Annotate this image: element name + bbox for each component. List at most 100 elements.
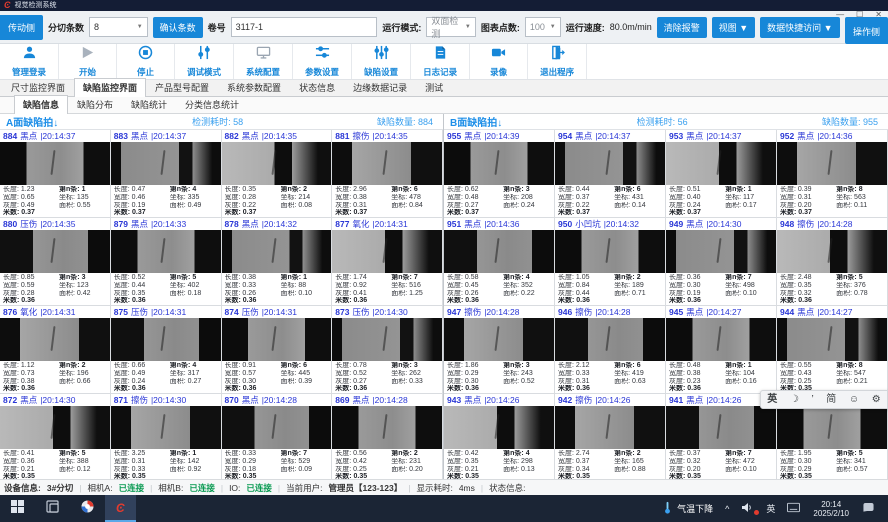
defect-cell[interactable]: 872 黑点 |20:14:30 长度: 0.41 第n条: 5 宽度: 0.3… — [0, 394, 111, 479]
parameter-settings-button[interactable]: 参数设置 — [293, 44, 353, 79]
tab-system-param-config[interactable]: 系统参数配置 — [227, 83, 282, 93]
defect-thumbnail[interactable] — [555, 230, 665, 273]
defect-thumbnail[interactable] — [777, 230, 887, 273]
subtab-defect-info[interactable]: 缺陷信息 — [14, 95, 69, 114]
defect-thumbnail[interactable] — [221, 318, 332, 361]
defect-thumbnail[interactable] — [110, 318, 221, 361]
defect-cell[interactable]: 881 擦伤 |20:14:35 长度: 2.96 第n条: 6 宽度: 0.3… — [332, 130, 443, 218]
subtab-defect-distribution[interactable]: 缺陷分布 — [77, 100, 114, 110]
subtab-class-info-statistics[interactable]: 分类信息统计 — [185, 100, 240, 110]
defect-cell[interactable]: 943 黑点 |20:14:26 长度: 0.42 第n条: 4 宽度: 0.3… — [444, 394, 555, 479]
defect-cell[interactable]: 944 黑点 |20:14:27 长度: 0.55 第n条: 8 宽度: 0.4… — [777, 306, 888, 394]
defect-cell[interactable]: 942 擦伤 |20:14:26 长度: 2.74 第n条: 2 宽度: 0.3… — [555, 394, 666, 479]
defect-thumbnail[interactable] — [0, 406, 110, 449]
stop-button[interactable]: 停止 — [117, 44, 176, 79]
defect-thumbnail[interactable] — [0, 142, 110, 185]
defect-cell[interactable]: 950 小凹坑 |20:14:32 长度: 1.05 第n条: 2 宽度: 0.… — [555, 218, 666, 306]
admin-login-button[interactable]: 管理登录 — [0, 44, 60, 79]
defect-thumbnail[interactable] — [666, 230, 776, 273]
log-record-button[interactable]: 日志记录 — [411, 44, 471, 79]
defect-cell[interactable]: 875 压伤 |20:14:31 长度: 0.66 第n条: 4 宽度: 0.4… — [110, 306, 222, 394]
defect-cell[interactable]: 945 黑点 |20:14:27 长度: 0.48 第n条: 1 宽度: 0.3… — [666, 306, 777, 394]
defect-cell[interactable]: 952 黑点 |20:14:36 长度: 0.39 第n条: 8 宽度: 0.3… — [777, 130, 888, 218]
defect-cell[interactable]: 879 黑点 |20:14:33 长度: 0.52 第n条: 5 宽度: 0.4… — [110, 218, 222, 306]
volume-button[interactable] — [736, 501, 760, 516]
defect-cell[interactable]: 874 压伤 |20:14:31 长度: 0.91 第n条: 6 宽度: 0.5… — [221, 306, 333, 394]
tab-status-info[interactable]: 状态信息 — [299, 83, 336, 93]
defect-thumbnail[interactable] — [332, 406, 442, 449]
confirm-count-button[interactable]: 确认条数 — [152, 16, 203, 38]
ime-punctuation-toggle[interactable]: ’ — [811, 393, 814, 405]
tab-test[interactable]: 测试 — [425, 83, 444, 93]
defect-thumbnail[interactable] — [666, 142, 776, 185]
defect-thumbnail[interactable] — [777, 142, 887, 185]
defect-thumbnail[interactable] — [221, 406, 332, 449]
defect-thumbnail[interactable] — [444, 406, 554, 449]
view-menu-button[interactable]: 视图 ▼ — [711, 16, 756, 38]
ime-language-indicator[interactable]: 英 — [766, 504, 776, 514]
defect-cell[interactable]: 947 擦伤 |20:14:28 长度: 1.86 第n条: 3 宽度: 0.2… — [444, 306, 555, 394]
defect-cell[interactable]: 946 擦伤 |20:14:28 长度: 2.12 第n条: 6 宽度: 0.3… — [555, 306, 666, 394]
defect-thumbnail[interactable] — [332, 318, 442, 361]
slit-count-select[interactable]: 8 ▼ — [89, 17, 148, 37]
weather-widget[interactable]: 气温下降 — [656, 501, 718, 516]
defect-thumbnail[interactable] — [0, 318, 110, 361]
touch-keyboard-button[interactable] — [782, 501, 805, 516]
defect-thumbnail[interactable] — [444, 318, 554, 361]
tab-defect-monitor[interactable]: 缺陷监控界面 — [74, 78, 147, 97]
defect-thumbnail[interactable] — [666, 406, 776, 449]
clock-widget[interactable]: 20:14 2025/2/10 — [807, 500, 855, 518]
defect-cell[interactable]: 876 氧化 |20:14:31 长度: 1.12 第n条: 2 宽度: 0.7… — [0, 306, 111, 394]
tray-expand-button[interactable]: ^ — [725, 503, 730, 514]
defect-cell[interactable]: 871 擦伤 |20:14:30 长度: 3.25 第n条: 1 宽度: 0.3… — [110, 394, 222, 479]
defect-cell[interactable]: 883 黑点 |20:14:37 长度: 0.47 第n条: 4 宽度: 0.4… — [110, 130, 222, 218]
defect-thumbnail[interactable] — [555, 406, 665, 449]
defect-cell[interactable]: 948 擦伤 |20:14:28 长度: 2.48 第n条: 5 宽度: 0.3… — [777, 218, 888, 306]
tab-edge-data-record[interactable]: 边缘数据记录 — [353, 83, 408, 93]
defect-thumbnail[interactable] — [555, 142, 665, 185]
defect-thumbnail[interactable] — [777, 406, 887, 449]
chart-points-select[interactable]: 100 ▼ — [524, 17, 561, 37]
record-video-button[interactable]: 录像 — [470, 44, 529, 79]
defect-thumbnail[interactable] — [444, 230, 554, 273]
run-mode-select[interactable]: 双面检测 ▼ — [426, 16, 476, 39]
start-button[interactable]: 开始 — [59, 44, 118, 79]
tab-product-model-config[interactable]: 产品型号配置 — [155, 83, 210, 93]
defect-thumbnail[interactable] — [110, 230, 221, 273]
taskbar-app-inspection[interactable]: Ͼ — [105, 495, 136, 522]
defect-cell[interactable]: 884 黑点 |20:14:37 长度: 1.23 第n条: 1 宽度: 0.6… — [0, 130, 111, 218]
defect-cell[interactable]: 951 黑点 |20:14:36 长度: 0.58 第n条: 4 宽度: 0.4… — [444, 218, 555, 306]
defect-thumbnail[interactable] — [555, 318, 665, 361]
subtab-defect-statistics[interactable]: 缺陷统计 — [131, 100, 168, 110]
defect-thumbnail[interactable] — [444, 142, 554, 185]
ime-lang-toggle[interactable]: 英 — [767, 393, 778, 405]
defect-thumbnail[interactable] — [332, 142, 442, 185]
defect-settings-button[interactable]: 缺陷设置 — [352, 44, 412, 79]
ime-simplified-toggle[interactable]: 简 — [826, 393, 837, 405]
drive-side-button[interactable]: 传动侧 — [0, 14, 44, 40]
defect-thumbnail[interactable] — [110, 142, 221, 185]
notification-center-button[interactable] — [857, 501, 880, 516]
start-button[interactable] — [0, 495, 35, 522]
taskbar-app-browser[interactable] — [70, 495, 105, 522]
defect-cell[interactable]: 949 黑点 |20:14:30 长度: 0.36 第n条: 7 宽度: 0.3… — [666, 218, 777, 306]
task-view-button[interactable] — [35, 495, 70, 522]
defect-cell[interactable]: 869 黑点 |20:14:28 长度: 0.56 第n条: 2 宽度: 0.4… — [332, 394, 443, 479]
roll-number-input[interactable]: 3117-1 — [230, 17, 378, 37]
defect-thumbnail[interactable] — [221, 142, 332, 185]
clear-alarm-button[interactable]: 清除报警 — [656, 16, 707, 38]
defect-cell[interactable]: 882 黑点 |20:14:35 长度: 0.35 第n条: 2 宽度: 0.2… — [221, 130, 333, 218]
data-quick-access-menu-button[interactable]: 数据快捷访问 ▼ — [760, 16, 840, 38]
tab-size-monitor[interactable]: 尺寸监控界面 — [11, 83, 66, 93]
operator-side-button[interactable]: 操作侧 — [844, 19, 888, 44]
defect-cell[interactable]: 954 黑点 |20:14:37 长度: 0.44 第n条: 6 宽度: 0.3… — [555, 130, 666, 218]
defect-thumbnail[interactable] — [666, 318, 776, 361]
defect-cell[interactable]: 878 黑点 |20:14:32 长度: 0.38 第n条: 1 宽度: 0.3… — [221, 218, 333, 306]
minimize-button[interactable]: — — [836, 10, 845, 19]
defect-cell[interactable]: 873 压伤 |20:14:30 长度: 0.78 第n条: 3 宽度: 0.5… — [332, 306, 443, 394]
defect-thumbnail[interactable] — [221, 230, 332, 273]
defect-cell[interactable]: 953 黑点 |20:14:37 长度: 0.51 第n条: 1 宽度: 0.4… — [666, 130, 777, 218]
defect-thumbnail[interactable] — [777, 318, 887, 361]
defect-cell[interactable]: 870 黑点 |20:14:28 长度: 0.33 第n条: 7 宽度: 0.2… — [221, 394, 333, 479]
defect-thumbnail[interactable] — [0, 230, 110, 273]
